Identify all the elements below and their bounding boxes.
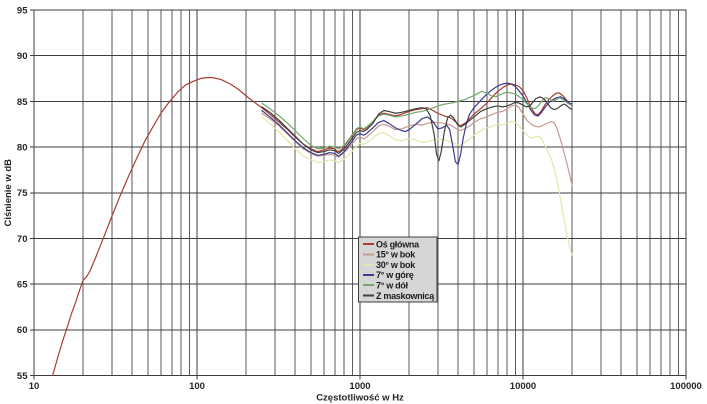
legend-label-5: Z maskownicą <box>376 291 435 301</box>
legend-label-1: 15° w bok <box>376 250 416 260</box>
series-line-0 <box>51 77 573 377</box>
y-tick-label: 55 <box>17 371 28 382</box>
y-tick-label: 80 <box>17 142 28 153</box>
y-tick-label: 95 <box>17 5 28 16</box>
y-tick-label: 65 <box>17 280 28 291</box>
y-tick-label: 85 <box>17 97 28 108</box>
x-tick-label: 100000 <box>670 381 702 392</box>
x-tick-label: 10 <box>29 381 40 392</box>
series-line-4 <box>261 90 573 150</box>
legend-box <box>358 236 438 303</box>
legend-label-4: 7° w dół <box>376 281 409 291</box>
series-line-3 <box>261 82 573 166</box>
y-axis-title: Ciśnienie w dB <box>3 159 14 227</box>
legend-label-0: Oś główna <box>376 239 420 249</box>
legend-label-2: 30° w bok <box>376 260 416 270</box>
y-tick-label: 90 <box>17 51 28 62</box>
series-line-5 <box>261 96 573 162</box>
y-tick-label: 60 <box>17 325 28 336</box>
x-tick-label: 100 <box>189 381 205 392</box>
legend-label-3: 7° w górę <box>376 270 414 280</box>
x-tick-label: 10000 <box>510 381 536 392</box>
series-line-1 <box>261 104 573 187</box>
x-tick-label: 1000 <box>349 381 370 392</box>
y-tick-label: 70 <box>17 234 28 245</box>
y-tick-label: 75 <box>17 188 28 199</box>
x-axis-title: Częstotliwość w Hz <box>316 393 404 404</box>
series-line-2 <box>261 116 573 256</box>
